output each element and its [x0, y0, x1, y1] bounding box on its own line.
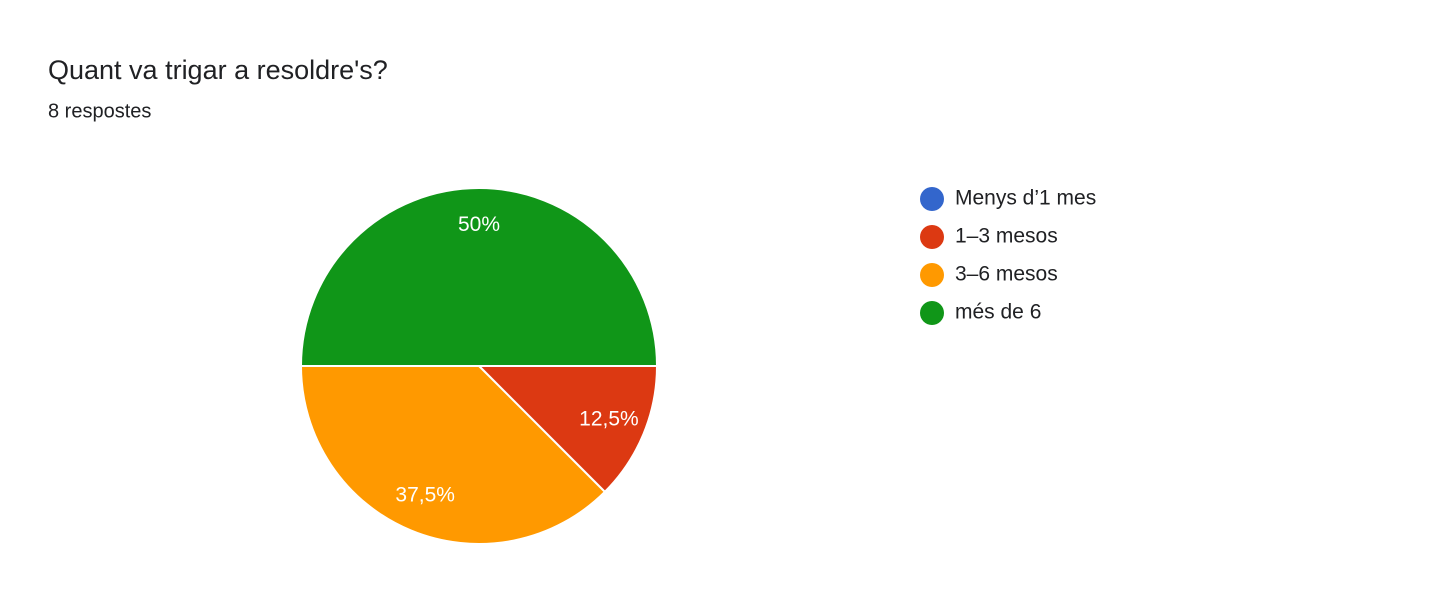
pie-slice	[299, 187, 659, 367]
legend-swatch	[920, 301, 944, 325]
chart-subtitle: 8 respostes	[48, 100, 151, 122]
legend-swatch	[920, 263, 944, 287]
legend-swatch	[920, 225, 944, 249]
slice-label: 37,5%	[395, 483, 455, 506]
legend-label: 3–6 mesos	[955, 263, 1058, 286]
slice-label: 50%	[458, 213, 500, 236]
chart-title: Quant va trigar a resoldre's?	[48, 55, 388, 85]
pie-slice	[299, 365, 607, 545]
legend-label: més de 6	[955, 301, 1041, 324]
slice-label: 12,5%	[579, 407, 639, 430]
legend-swatch	[920, 187, 944, 211]
legend-label: Menys d’1 mes	[955, 187, 1096, 210]
legend-label: 1–3 mesos	[955, 225, 1058, 248]
pie-slice	[476, 365, 659, 494]
